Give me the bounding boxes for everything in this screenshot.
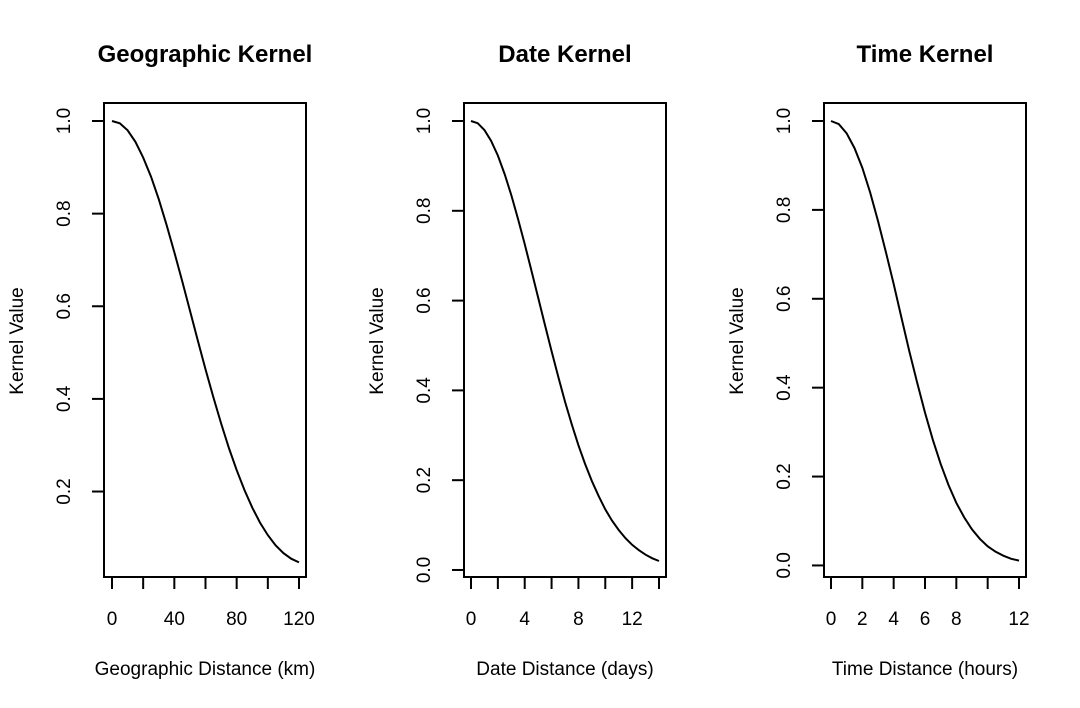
geographic-kernel-panel: Geographic Kernel 0 40 80 120 0.2 0.4 0.6 0.8 1… <box>7 41 315 680</box>
time-kernel-panel: Time Kernel 0 2 4 6 8 12 0.0 0.2 0.4 0.6 0.8 1.0 T… <box>727 41 1030 680</box>
x-axis-label: Time Distance (hours) <box>832 659 1018 680</box>
kernel-curve <box>470 120 660 562</box>
y-axis-label: Kernel Value <box>727 287 748 394</box>
plot-frame <box>103 102 307 578</box>
x-tick-label: 0 <box>107 609 118 630</box>
x-tick-label: 0 <box>826 609 837 630</box>
x-tick-label: 8 <box>573 609 584 630</box>
y-tick-label: 0.8 <box>774 197 795 223</box>
y-tick-label: 0.2 <box>774 463 795 489</box>
y-tick-label: 0.4 <box>774 374 795 401</box>
y-tick-label: 0.6 <box>774 286 795 312</box>
y-tick-label: 0.6 <box>54 293 75 319</box>
y-tick-label: 0.4 <box>414 377 435 404</box>
y-tick-label: 0.2 <box>54 478 75 504</box>
y-tick-label: 1.0 <box>414 108 435 134</box>
chart-title: Geographic Kernel <box>98 41 313 68</box>
kernel-curve <box>111 120 300 564</box>
y-axis: 0.0 0.2 0.4 0.6 0.8 1.0 <box>414 108 465 583</box>
y-tick-label: 0.0 <box>774 552 795 578</box>
y-axis-label: Kernel Value <box>7 287 28 394</box>
date-kernel-panel: Date Kernel 0 4 8 12 0.0 0.2 0.4 0.6 0.8 1.0 Dat… <box>367 41 667 680</box>
x-tick-label: 4 <box>519 609 530 630</box>
plot-frame <box>823 102 1027 578</box>
x-tick-label: 120 <box>283 609 315 630</box>
y-tick-label: 0.6 <box>414 287 435 313</box>
y-axis: 0.0 0.2 0.4 0.6 0.8 1.0 <box>774 108 825 579</box>
x-tick-label: 4 <box>888 609 899 630</box>
chart-title: Time Kernel <box>857 41 994 68</box>
x-axis-label: Date Distance (days) <box>476 659 653 680</box>
y-tick-label: 1.0 <box>774 108 795 134</box>
x-tick-label: 12 <box>1008 609 1029 630</box>
y-tick-label: 1.0 <box>54 108 75 134</box>
x-tick-label: 40 <box>164 609 185 630</box>
plot-frame <box>463 102 667 578</box>
y-tick-label: 0.2 <box>414 467 435 493</box>
y-tick-label: 0.8 <box>54 200 75 226</box>
x-tick-label: 0 <box>466 609 477 630</box>
y-tick-label: 0.4 <box>54 385 75 412</box>
x-axis: 0 2 4 6 8 12 <box>826 576 1030 630</box>
x-tick-label: 8 <box>951 609 962 630</box>
chart-title: Date Kernel <box>498 41 631 68</box>
x-axis: 0 4 8 12 <box>466 576 660 630</box>
x-axis-label: Geographic Distance (km) <box>95 659 316 680</box>
x-tick-label: 80 <box>226 609 247 630</box>
x-tick-label: 12 <box>622 609 643 630</box>
y-tick-label: 0.0 <box>414 557 435 583</box>
x-tick-label: 2 <box>857 609 868 630</box>
kernel-curve <box>830 120 1020 562</box>
y-axis-label: Kernel Value <box>367 287 388 394</box>
x-axis: 0 40 80 120 <box>107 576 315 630</box>
y-axis: 0.2 0.4 0.6 0.8 1.0 <box>54 108 105 505</box>
y-tick-label: 0.8 <box>414 198 435 224</box>
x-tick-label: 6 <box>920 609 931 630</box>
